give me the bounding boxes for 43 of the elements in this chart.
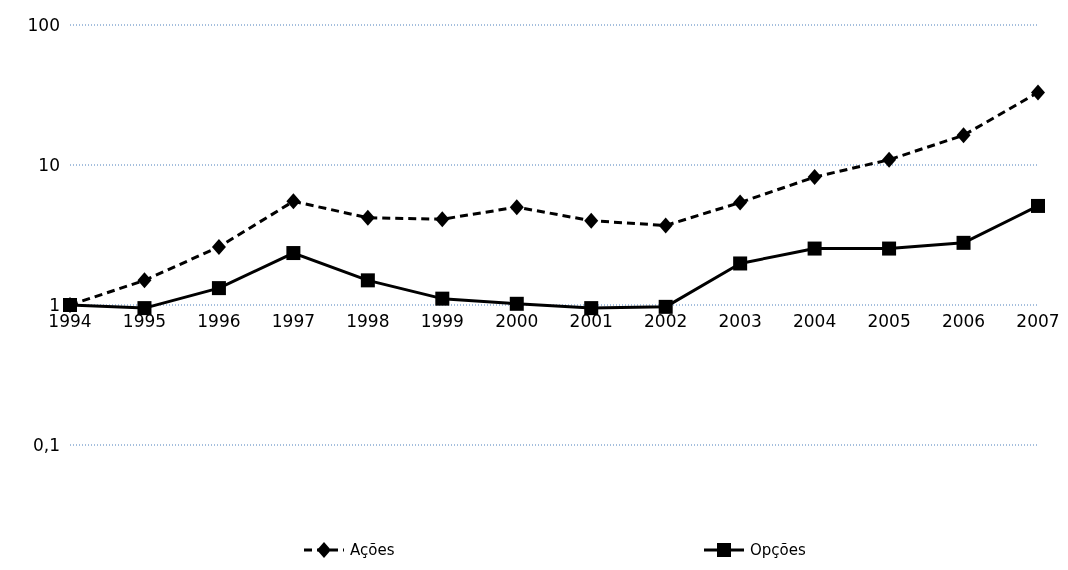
point (733, 256, 748, 271)
x-tick-label: 2005 (867, 311, 911, 331)
x-tick-label: 2003 (718, 311, 762, 331)
point (956, 235, 971, 250)
point (882, 241, 897, 256)
x-tick-label: 2002 (644, 311, 688, 331)
point (807, 241, 822, 256)
x-tick-label: 2004 (792, 311, 837, 331)
x-tick-label: 1997 (271, 311, 316, 331)
point (360, 273, 375, 288)
x-tick-label: 2007 (1016, 311, 1060, 331)
x-tick-label: 1996 (197, 311, 241, 331)
x-tick-label: 1995 (122, 311, 167, 331)
point (63, 298, 77, 312)
point (211, 281, 226, 296)
point (211, 238, 226, 255)
point (658, 299, 673, 314)
point (807, 169, 822, 186)
point (435, 211, 450, 228)
point (658, 217, 673, 234)
point (286, 193, 301, 210)
x-tick-label: 2006 (941, 311, 986, 331)
x-tick-label: 1998 (346, 311, 390, 331)
point (137, 272, 152, 289)
point (509, 296, 524, 311)
legend-label: Ações (350, 541, 395, 560)
x-tick-label: 2000 (495, 311, 539, 331)
point (584, 212, 599, 229)
point (1031, 198, 1045, 213)
point (882, 151, 897, 168)
y-tick-label: 100 (27, 14, 60, 35)
point (1031, 84, 1045, 101)
y-tick-label: 10 (38, 154, 60, 175)
point (360, 209, 375, 226)
point (435, 291, 450, 306)
point (733, 194, 748, 211)
point (286, 246, 301, 261)
legend-label: Opções (750, 541, 806, 560)
y-tick-label: 0,1 (32, 434, 60, 455)
point (956, 127, 971, 144)
point (509, 199, 524, 216)
x-tick-label: 2001 (569, 311, 613, 331)
x-tick-label: 1999 (420, 311, 464, 331)
